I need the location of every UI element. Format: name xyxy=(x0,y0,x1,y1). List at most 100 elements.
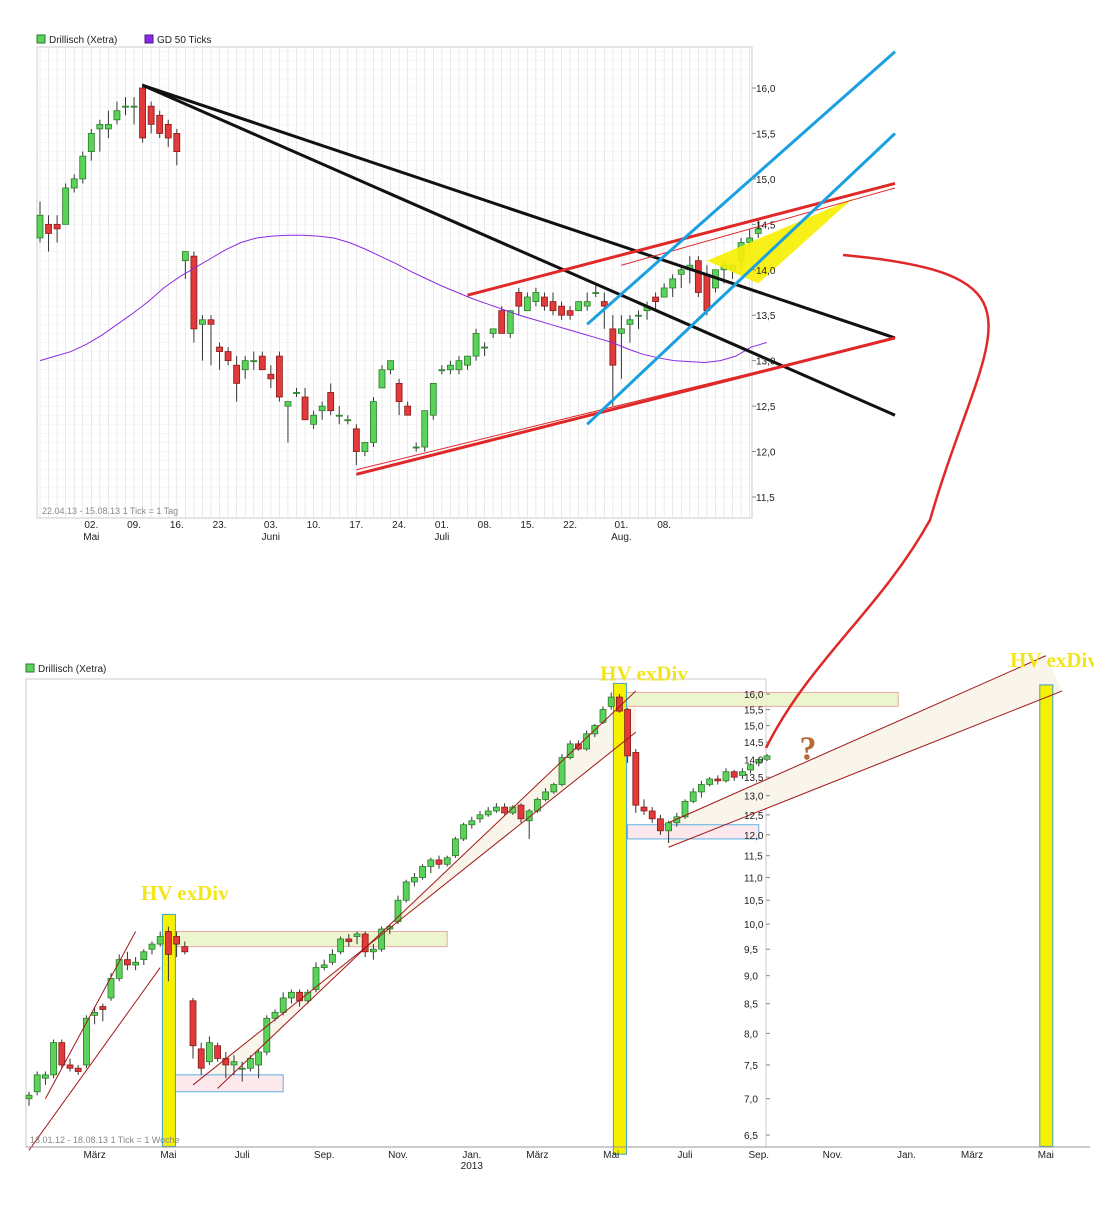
legend-label-ma: GD 50 Ticks xyxy=(157,35,211,46)
x-tick-label: 08. xyxy=(657,520,671,531)
candle-body xyxy=(523,296,531,312)
candle-body xyxy=(337,938,345,953)
candle-body xyxy=(33,1074,41,1093)
trendline-blue xyxy=(586,132,897,426)
trendline-red xyxy=(355,336,896,476)
candle-body xyxy=(148,943,156,950)
candle-body xyxy=(115,959,123,979)
y-tick-label: 11,5 xyxy=(756,493,775,504)
y-tick-label: 10,0 xyxy=(744,920,764,931)
x-tick-label: Mai xyxy=(160,1150,176,1161)
candle-body xyxy=(506,310,514,334)
candle-body xyxy=(353,933,361,937)
candle-body xyxy=(429,382,437,416)
candle-body xyxy=(600,301,608,307)
candle-body xyxy=(352,428,360,452)
weekly-legend: Drillisch (Xetra) xyxy=(25,663,106,675)
candle-body xyxy=(640,806,648,812)
candle-body xyxy=(224,351,232,362)
candle-body xyxy=(62,187,70,225)
candle-body xyxy=(344,419,352,422)
candle-body xyxy=(673,816,681,824)
question-mark-label: ? xyxy=(800,730,817,767)
candle-body xyxy=(70,178,78,189)
x-tick-label: Sep. xyxy=(314,1150,335,1161)
candle-body xyxy=(122,105,129,108)
candle-body xyxy=(214,1045,222,1059)
candle-body xyxy=(739,771,746,776)
weekly-zones xyxy=(167,691,899,1093)
candle-body xyxy=(156,936,164,945)
candle-body xyxy=(173,936,181,945)
candle-body xyxy=(190,255,198,330)
candle-body xyxy=(328,953,336,963)
hv-exdiv-label: HV exDiv xyxy=(600,661,688,685)
candle-body xyxy=(164,931,172,955)
candle-body xyxy=(694,260,702,293)
candle-body xyxy=(233,364,241,384)
candle-body xyxy=(287,991,295,999)
weekly-channel-bands xyxy=(193,655,1063,1089)
candle-body xyxy=(42,1074,49,1079)
candle-body xyxy=(472,332,480,357)
y-tick-label: 15,5 xyxy=(756,129,776,140)
y-tick-label: 16,0 xyxy=(744,690,764,701)
candle-body xyxy=(747,764,754,771)
x-month-label: Juli xyxy=(434,532,449,543)
candle-body xyxy=(648,810,656,820)
y-tick-label: 14,5 xyxy=(744,738,764,749)
candle-body xyxy=(592,292,600,294)
x-tick-label: 08. xyxy=(478,520,492,531)
y-tick-label: 13,5 xyxy=(756,311,776,322)
candle-body xyxy=(427,859,435,867)
candle-body xyxy=(669,278,677,289)
candle-body xyxy=(609,328,617,366)
candle-body xyxy=(173,133,181,153)
exdiv-bar xyxy=(161,913,176,1147)
candle-body xyxy=(421,410,429,448)
candle-body xyxy=(335,414,343,417)
x-tick-label: Jan. xyxy=(462,1150,481,1161)
candle-body xyxy=(113,110,121,121)
candle-body xyxy=(681,800,689,818)
candle-body xyxy=(258,355,266,371)
channel-line xyxy=(192,731,637,1086)
y-tick-label: 15,5 xyxy=(744,706,764,717)
candle-body xyxy=(275,355,283,398)
candle-body xyxy=(689,791,697,802)
candle-body xyxy=(370,401,377,443)
y-tick-label: 6,5 xyxy=(744,1131,758,1142)
daily-x-axis: 02. 09. 16. 23. 03. 10. 17. 24. 01. 08. 15. 22. 01. 0… xyxy=(83,520,671,543)
channel-line xyxy=(217,690,637,1089)
candle-body xyxy=(318,405,326,412)
candle-body xyxy=(665,822,672,832)
x-month-label: Juni xyxy=(262,532,280,543)
candle-body xyxy=(419,866,427,878)
candle-body xyxy=(66,1064,74,1069)
candle-body xyxy=(624,709,631,757)
candle-body xyxy=(310,414,318,425)
x-tick-label: Jan. xyxy=(897,1150,916,1161)
candle-body xyxy=(460,824,468,840)
y-tick-label: 12,0 xyxy=(756,448,776,459)
y-tick-label: 8,0 xyxy=(744,1029,758,1040)
x-tick-label: März xyxy=(961,1150,983,1161)
candle-body xyxy=(296,991,304,1002)
candle-body xyxy=(618,328,625,334)
exdiv-bar xyxy=(1039,684,1054,1147)
support-zone xyxy=(627,824,760,840)
candle-body xyxy=(205,1042,213,1063)
candle-body xyxy=(267,373,275,380)
candle-body xyxy=(320,964,328,968)
y-tick-label: 12,5 xyxy=(756,402,776,413)
candle-body xyxy=(541,296,548,307)
x-tick-label: 23. xyxy=(213,520,227,531)
candle-body xyxy=(139,87,147,139)
x-tick-label: 16. xyxy=(170,520,184,531)
candle-body xyxy=(763,755,771,760)
candle-body xyxy=(45,223,52,234)
x-tick-label: 22. xyxy=(563,520,577,531)
candle-body xyxy=(250,360,258,363)
candle-body xyxy=(124,959,131,966)
candle-body xyxy=(468,820,476,826)
